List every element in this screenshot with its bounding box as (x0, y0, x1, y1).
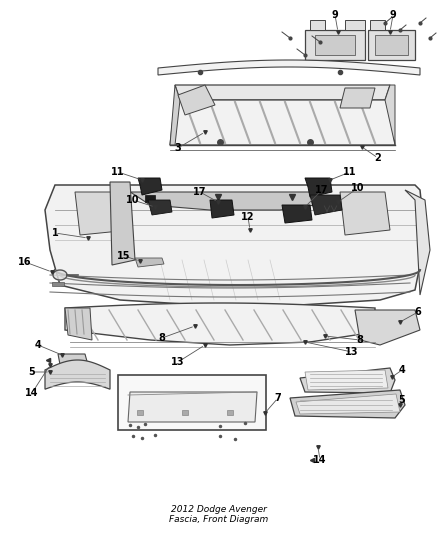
Polygon shape (175, 85, 390, 100)
Text: 13: 13 (345, 347, 359, 357)
Text: 13: 13 (171, 357, 185, 367)
Polygon shape (137, 410, 143, 415)
Polygon shape (45, 360, 110, 389)
Polygon shape (385, 85, 395, 145)
Text: 8: 8 (357, 335, 364, 345)
Polygon shape (282, 205, 312, 223)
Text: 9: 9 (390, 10, 396, 20)
Polygon shape (53, 270, 67, 280)
Text: 11: 11 (343, 167, 357, 177)
Text: 16: 16 (18, 257, 32, 267)
Text: 3: 3 (175, 143, 181, 153)
Polygon shape (145, 195, 155, 202)
Polygon shape (227, 410, 233, 415)
Polygon shape (375, 35, 408, 55)
Polygon shape (130, 192, 320, 210)
Text: 2: 2 (374, 153, 381, 163)
Polygon shape (296, 394, 400, 414)
Polygon shape (355, 310, 420, 345)
Text: 2012 Dodge Avenger: 2012 Dodge Avenger (171, 505, 267, 514)
Text: 11: 11 (111, 167, 125, 177)
Polygon shape (65, 303, 375, 345)
Text: 7: 7 (275, 393, 281, 403)
Text: 12: 12 (241, 212, 255, 222)
Polygon shape (138, 178, 162, 195)
Polygon shape (58, 354, 88, 378)
Polygon shape (158, 60, 420, 75)
Text: Fascia, Front Diagram: Fascia, Front Diagram (170, 515, 268, 524)
Bar (118, 375, 266, 430)
Polygon shape (210, 200, 234, 218)
Text: 10: 10 (351, 183, 365, 193)
Polygon shape (110, 182, 135, 265)
Text: 10: 10 (126, 195, 140, 205)
Polygon shape (170, 100, 395, 145)
Polygon shape (305, 370, 388, 390)
Polygon shape (290, 390, 405, 418)
Polygon shape (182, 410, 188, 415)
Polygon shape (135, 258, 164, 267)
Polygon shape (305, 30, 365, 60)
Polygon shape (340, 192, 390, 235)
Polygon shape (310, 195, 342, 215)
Text: 1: 1 (52, 228, 58, 238)
Text: 17: 17 (315, 185, 329, 195)
Polygon shape (310, 20, 325, 30)
Polygon shape (368, 30, 415, 60)
Text: 15: 15 (117, 251, 131, 261)
Polygon shape (52, 282, 64, 286)
Polygon shape (178, 85, 215, 115)
Text: 5: 5 (28, 367, 35, 377)
Polygon shape (315, 35, 355, 55)
Text: 4: 4 (35, 340, 41, 350)
Polygon shape (75, 192, 130, 235)
Polygon shape (65, 308, 92, 340)
Polygon shape (340, 88, 375, 108)
Polygon shape (128, 392, 257, 422)
Text: 6: 6 (415, 307, 421, 317)
Polygon shape (148, 200, 172, 215)
Text: 14: 14 (25, 388, 39, 398)
Text: 9: 9 (332, 10, 339, 20)
Polygon shape (312, 197, 322, 204)
Polygon shape (370, 20, 385, 30)
Text: 4: 4 (399, 365, 406, 375)
Polygon shape (45, 185, 425, 305)
Text: 5: 5 (399, 395, 406, 405)
Text: 14: 14 (313, 455, 327, 465)
Polygon shape (345, 20, 365, 30)
Polygon shape (305, 178, 332, 197)
Polygon shape (405, 190, 430, 295)
Text: 8: 8 (159, 333, 166, 343)
Text: 17: 17 (193, 187, 207, 197)
Polygon shape (300, 368, 395, 393)
Polygon shape (170, 85, 180, 145)
